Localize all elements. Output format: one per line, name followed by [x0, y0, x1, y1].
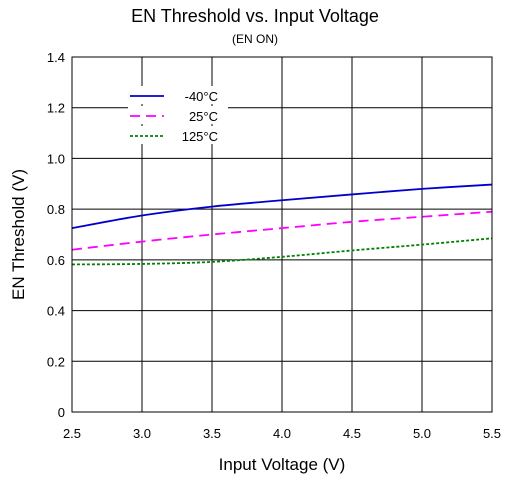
series-line-2: [71, 237, 493, 266]
x-tick-labels: 2.5 3.0 3.5 4.0 4.5 5.0 5.5: [63, 426, 501, 441]
chart-subtitle: (EN ON): [232, 32, 278, 46]
grid-lines: [72, 57, 492, 412]
x-tick-label: 4.0: [273, 426, 291, 441]
x-tick-label: 3.0: [133, 426, 151, 441]
legend-bg: [128, 106, 228, 124]
y-tick-label: 0.2: [47, 354, 65, 369]
x-tick-label: 2.5: [63, 426, 81, 441]
y-tick-label: 0.6: [47, 253, 65, 268]
x-tick-label: 5.0: [413, 426, 431, 441]
legend-bg: [128, 126, 228, 144]
legend: -40°C 25°C 125°C: [128, 86, 228, 144]
y-tick-label: 1.4: [47, 50, 65, 65]
legend-label-1: 25°C: [189, 109, 218, 124]
y-tick-labels: 0 0.2 0.4 0.6 0.8 1.0 1.2 1.4: [47, 50, 65, 420]
series-line-0: [71, 183, 493, 230]
y-tick-label: 1.2: [47, 101, 65, 116]
x-tick-label: 5.5: [483, 426, 501, 441]
y-tick-label: 1.0: [47, 151, 65, 166]
chart-title: EN Threshold vs. Input Voltage: [131, 6, 379, 26]
series-lines: [71, 183, 493, 266]
y-axis-label: EN Threshold (V): [9, 169, 28, 300]
y-tick-label: 0.8: [47, 202, 65, 217]
x-axis-label: Input Voltage (V): [219, 455, 346, 474]
x-tick-label: 3.5: [203, 426, 221, 441]
plot-frame: [71, 56, 493, 413]
legend-label-2: 125°C: [182, 129, 218, 144]
y-tick-label: 0.4: [47, 304, 65, 319]
x-tick-label: 4.5: [343, 426, 361, 441]
legend-bg: [128, 86, 228, 104]
y-tick-label: 0: [58, 405, 65, 420]
series-line-1: [71, 210, 493, 251]
legend-label-0: -40°C: [185, 89, 218, 104]
